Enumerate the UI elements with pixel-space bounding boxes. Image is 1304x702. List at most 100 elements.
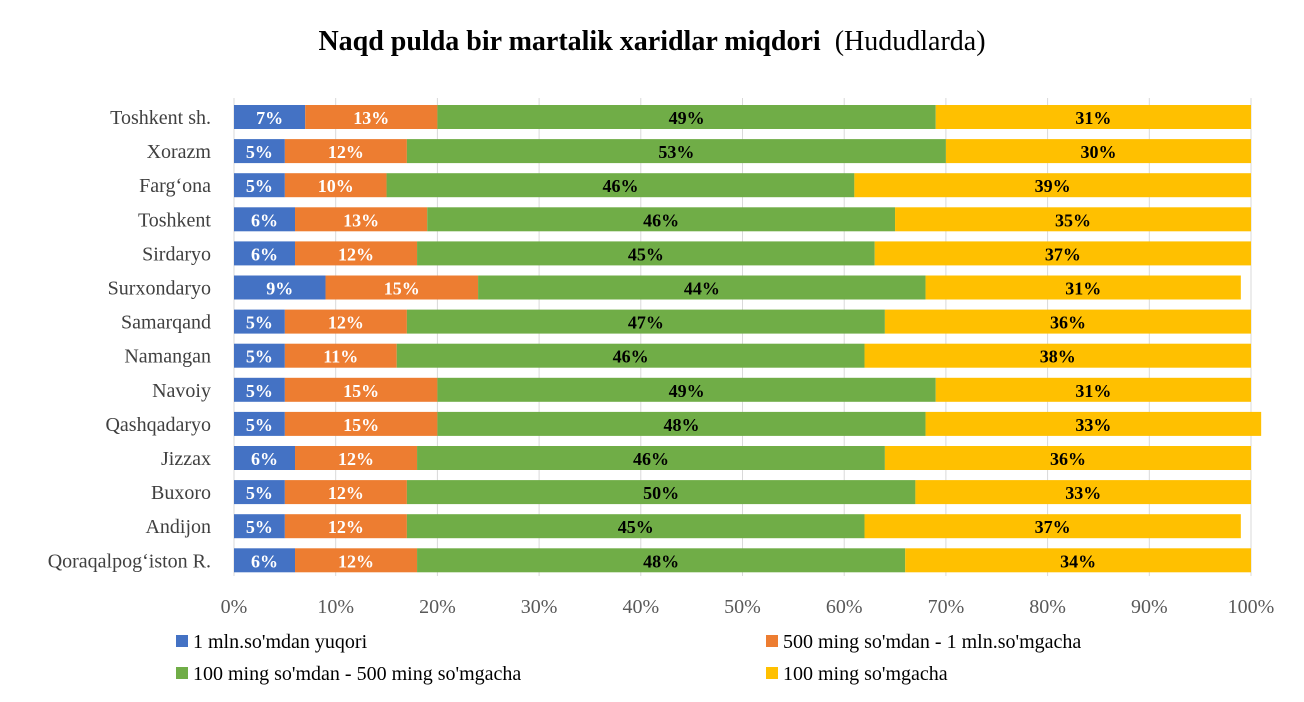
- x-tick-label: 20%: [419, 596, 456, 618]
- bar-segment: [234, 207, 296, 232]
- category-label: Toshkent: [138, 209, 211, 231]
- bar-segment: [284, 411, 438, 436]
- bar-segment: [925, 275, 1241, 300]
- legend-swatch: [176, 667, 188, 679]
- data-label: 6%: [251, 551, 278, 571]
- data-label: 37%: [1035, 517, 1071, 537]
- bar-segment: [284, 343, 397, 368]
- x-tick-label: 30%: [521, 596, 558, 618]
- bar-segment: [234, 241, 296, 266]
- bar-segment: [915, 480, 1251, 505]
- data-label: 47%: [628, 313, 664, 333]
- data-label: 5%: [246, 517, 273, 537]
- x-tick-label: 10%: [317, 596, 354, 618]
- bar-segment: [284, 139, 407, 164]
- bar-segment: [854, 173, 1251, 198]
- x-tick-label: 70%: [928, 596, 965, 618]
- data-label: 53%: [658, 142, 694, 162]
- bar-segment: [234, 275, 326, 300]
- data-label: 34%: [1060, 551, 1096, 571]
- bar-segment: [925, 411, 1262, 436]
- category-label: Surxondaryo: [108, 278, 211, 300]
- data-label: 33%: [1065, 483, 1101, 503]
- x-tick-label: 60%: [826, 596, 863, 618]
- x-tick-label: 90%: [1131, 596, 1168, 618]
- legend-swatch: [176, 635, 188, 647]
- chart-title: Naqd pulda bir martalik xaridlar miqdori…: [0, 26, 1304, 58]
- bar-segment: [945, 139, 1251, 164]
- data-label: 36%: [1050, 449, 1086, 469]
- bar-segment: [234, 105, 306, 129]
- legend-swatch: [766, 635, 778, 647]
- data-label: 31%: [1075, 108, 1111, 128]
- chart-title-main: Naqd pulda bir martalik xaridlar miqdori: [318, 26, 821, 57]
- category-label: Toshkent sh.: [110, 107, 211, 129]
- x-tick-label: 0%: [221, 596, 248, 618]
- bar-segment: [234, 309, 285, 334]
- data-label: 50%: [643, 483, 679, 503]
- data-label: 15%: [384, 279, 420, 299]
- data-label: 45%: [618, 517, 654, 537]
- data-label: 44%: [684, 279, 720, 299]
- bar-segment: [417, 241, 875, 266]
- bar-segment: [895, 207, 1251, 232]
- data-label: 6%: [251, 449, 278, 469]
- data-label: 49%: [669, 108, 705, 128]
- bar-segment: [234, 446, 296, 470]
- bar-segment: [406, 514, 865, 539]
- data-label: 35%: [1055, 210, 1091, 230]
- x-tick-label: 80%: [1029, 596, 1066, 618]
- data-label: 46%: [643, 210, 679, 230]
- data-label: 6%: [251, 244, 278, 264]
- bar-segment: [284, 480, 407, 505]
- data-label: 37%: [1045, 244, 1081, 264]
- data-label: 46%: [613, 347, 649, 367]
- bar-segment: [874, 241, 1251, 266]
- category-label: Qashqadaryo: [105, 414, 211, 436]
- bar-segment: [234, 173, 285, 198]
- x-tick-label: 100%: [1228, 596, 1275, 618]
- data-label: 48%: [643, 551, 679, 571]
- bar-segment: [284, 309, 407, 334]
- data-label: 5%: [246, 176, 273, 196]
- data-label: 36%: [1050, 313, 1086, 333]
- bar-segment: [884, 446, 1251, 470]
- x-tick-label: 40%: [622, 596, 659, 618]
- bar-segment: [406, 480, 916, 505]
- bar-segment: [234, 411, 285, 436]
- bar-segment: [295, 548, 418, 573]
- legend-swatch: [766, 667, 778, 679]
- category-label: Andijon: [145, 516, 211, 538]
- category-label: Namangan: [124, 346, 211, 368]
- bar-segment: [295, 241, 418, 266]
- data-label: 13%: [343, 210, 379, 230]
- data-label: 45%: [628, 244, 664, 264]
- bar-segment: [406, 139, 946, 164]
- legend-label: 500 ming so'mdan - 1 mln.so'mgacha: [783, 631, 1081, 653]
- bar-segment: [478, 275, 926, 300]
- data-label: 15%: [343, 415, 379, 435]
- bar-segment: [417, 446, 885, 470]
- data-label: 48%: [663, 415, 699, 435]
- x-tick-label: 50%: [724, 596, 761, 618]
- legend-label: 100 ming so'mdan - 500 ming so'mgacha: [193, 663, 521, 685]
- data-label: 5%: [246, 142, 273, 162]
- bar-segment: [234, 377, 285, 402]
- chart-subtitle: (Hududlarda): [834, 26, 986, 57]
- bar-segment: [396, 343, 865, 368]
- legend-label: 1 mln.so'mdan yuqori: [193, 631, 368, 653]
- data-label: 31%: [1065, 279, 1101, 299]
- bar-segment: [305, 105, 438, 129]
- bar-segment: [234, 139, 285, 164]
- data-label: 12%: [338, 551, 374, 571]
- category-label: Farg‘ona: [139, 175, 211, 197]
- bar-segment: [864, 343, 1251, 368]
- bar-segment: [406, 309, 885, 334]
- category-label: Jizzax: [161, 448, 211, 470]
- data-label: 33%: [1075, 415, 1111, 435]
- data-label: 31%: [1075, 381, 1111, 401]
- category-label: Samarqand: [121, 312, 211, 334]
- bar-segment: [295, 446, 418, 470]
- bar-segment: [437, 411, 926, 436]
- data-label: 39%: [1035, 176, 1071, 196]
